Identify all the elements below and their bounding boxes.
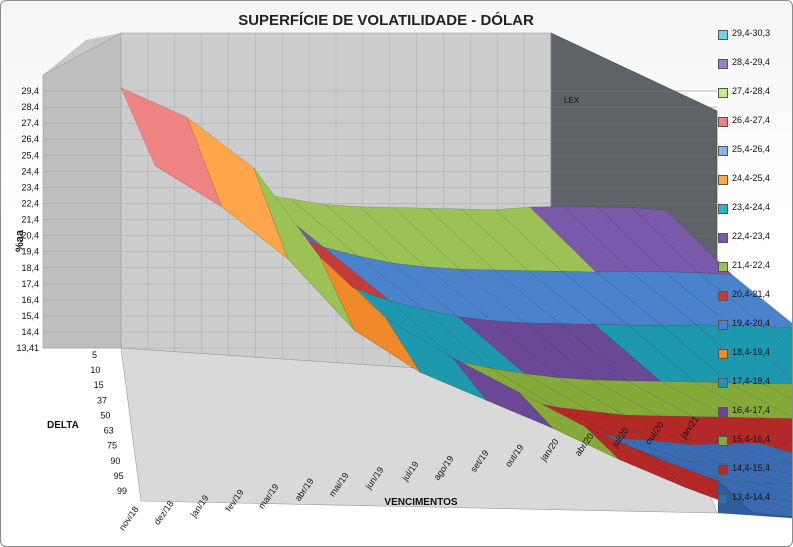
legend-label: 26,4-27,4 [732, 115, 771, 125]
legend-label: 18,4-19,4 [732, 347, 771, 357]
legend-swatch [718, 233, 728, 243]
z-tick-label: 20,4 [21, 231, 39, 241]
surface [120, 87, 792, 519]
expiry-axis-label: VENCIMENTOS [384, 497, 457, 508]
legend-swatch [718, 291, 728, 301]
legend-label: 16,4-17,4 [732, 405, 771, 415]
delta-tick-label: 10 [90, 365, 100, 375]
z-tick-label: 23,4 [21, 182, 39, 192]
legend-swatch [718, 146, 728, 156]
legend-swatch [718, 262, 728, 272]
legend-swatch [718, 117, 728, 127]
z-tick-label: 25,4 [21, 150, 39, 160]
legend-label: 28,4-29,4 [732, 57, 771, 67]
surface-cell [764, 326, 792, 352]
legend-label: 29,4-30,3 [732, 28, 771, 38]
legend-swatch [718, 436, 728, 446]
z-tick-label: 24,4 [21, 166, 39, 176]
legend-label: 13,4-14,4 [732, 492, 771, 502]
surface-front-edge [785, 515, 792, 519]
z-tick-label: 17,4 [21, 279, 39, 289]
surface-cell [789, 483, 792, 485]
surface-cell [721, 479, 792, 502]
legend-label: 17,4-18,4 [732, 376, 771, 386]
surface-cell [725, 442, 792, 465]
z-tick-label: 16,4 [21, 295, 39, 305]
legend-label: 25,4-26,4 [732, 144, 771, 154]
legend-label: 14,4-15,4 [732, 463, 771, 473]
legend-label: 22,4-23,4 [732, 231, 771, 241]
surface-cell [726, 417, 792, 444]
legend-swatch [718, 175, 728, 185]
legend-label: 27,4-28,4 [732, 86, 771, 96]
z-axis-label: %aa [14, 229, 26, 252]
legend-label: 19,4-20,4 [732, 318, 771, 328]
surface-cell [760, 417, 792, 431]
delta-axis-label: DELTA [47, 420, 79, 431]
legend-swatch [718, 349, 728, 359]
delta-tick-label: 50 [100, 410, 110, 420]
z-tick-label: 14,4 [21, 327, 39, 337]
legend-swatch [718, 494, 728, 504]
z-tick-label: 19,4 [21, 247, 39, 257]
legend-label: 15,4-16,4 [732, 434, 771, 444]
z-tick-label: 21,4 [21, 215, 39, 225]
delta-tick-label: 99 [117, 486, 127, 496]
surface-cell [728, 382, 792, 418]
surface-cell [791, 463, 792, 465]
surface-cell [753, 496, 792, 510]
z-tick-label: 13,41 [16, 343, 39, 353]
delta-tick-label: 75 [107, 441, 117, 451]
delta-tick-label: 15 [94, 380, 104, 390]
z-tick-label: 28,4 [21, 102, 39, 112]
legend-label: 23,4-24,4 [732, 202, 771, 212]
surface-cell [694, 381, 792, 419]
z-tick-label: 22,4 [21, 199, 39, 209]
delta-tick-label: 5 [92, 350, 97, 360]
z-tick-label: 15,4 [21, 311, 39, 321]
side-wall [42, 32, 122, 349]
legend-swatch [718, 465, 728, 475]
delta-tick-label: 37 [97, 395, 107, 405]
delta-tick-label: 95 [114, 471, 124, 481]
expiry-tick-label: nov/18 [117, 504, 141, 532]
delta-tick-label: 90 [110, 456, 120, 466]
expiry-tick-label: dez/18 [152, 499, 176, 527]
legend-label: 21,4-22,4 [732, 260, 771, 270]
legend-label: 20,4-21,4 [732, 289, 771, 299]
legend-swatch [718, 30, 728, 40]
legend-swatch [718, 320, 728, 330]
surface-cell [697, 272, 792, 329]
surface-cell [759, 442, 792, 454]
legend-swatch [718, 204, 728, 214]
legend-swatch [718, 378, 728, 388]
surface-cell [755, 483, 792, 496]
surface-cell [723, 463, 792, 485]
surface-cell [757, 463, 792, 476]
z-tick-label: 26,4 [21, 134, 39, 144]
z-tick-label: 29,4 [21, 86, 39, 96]
z-tick-label: 18,4 [21, 263, 39, 273]
chart-title: SUPERFÍCIE DE VOLATILIDADE - DÓLAR [238, 12, 534, 29]
delta-tick-label: 63 [104, 426, 114, 436]
legend-swatch [718, 88, 728, 98]
legend-swatch [718, 59, 728, 69]
legend-label: 24,4-25,4 [732, 173, 771, 183]
z-tick-label: 27,4 [21, 118, 39, 128]
lex-annotation: LEX [564, 96, 580, 105]
legend-swatch [718, 407, 728, 417]
